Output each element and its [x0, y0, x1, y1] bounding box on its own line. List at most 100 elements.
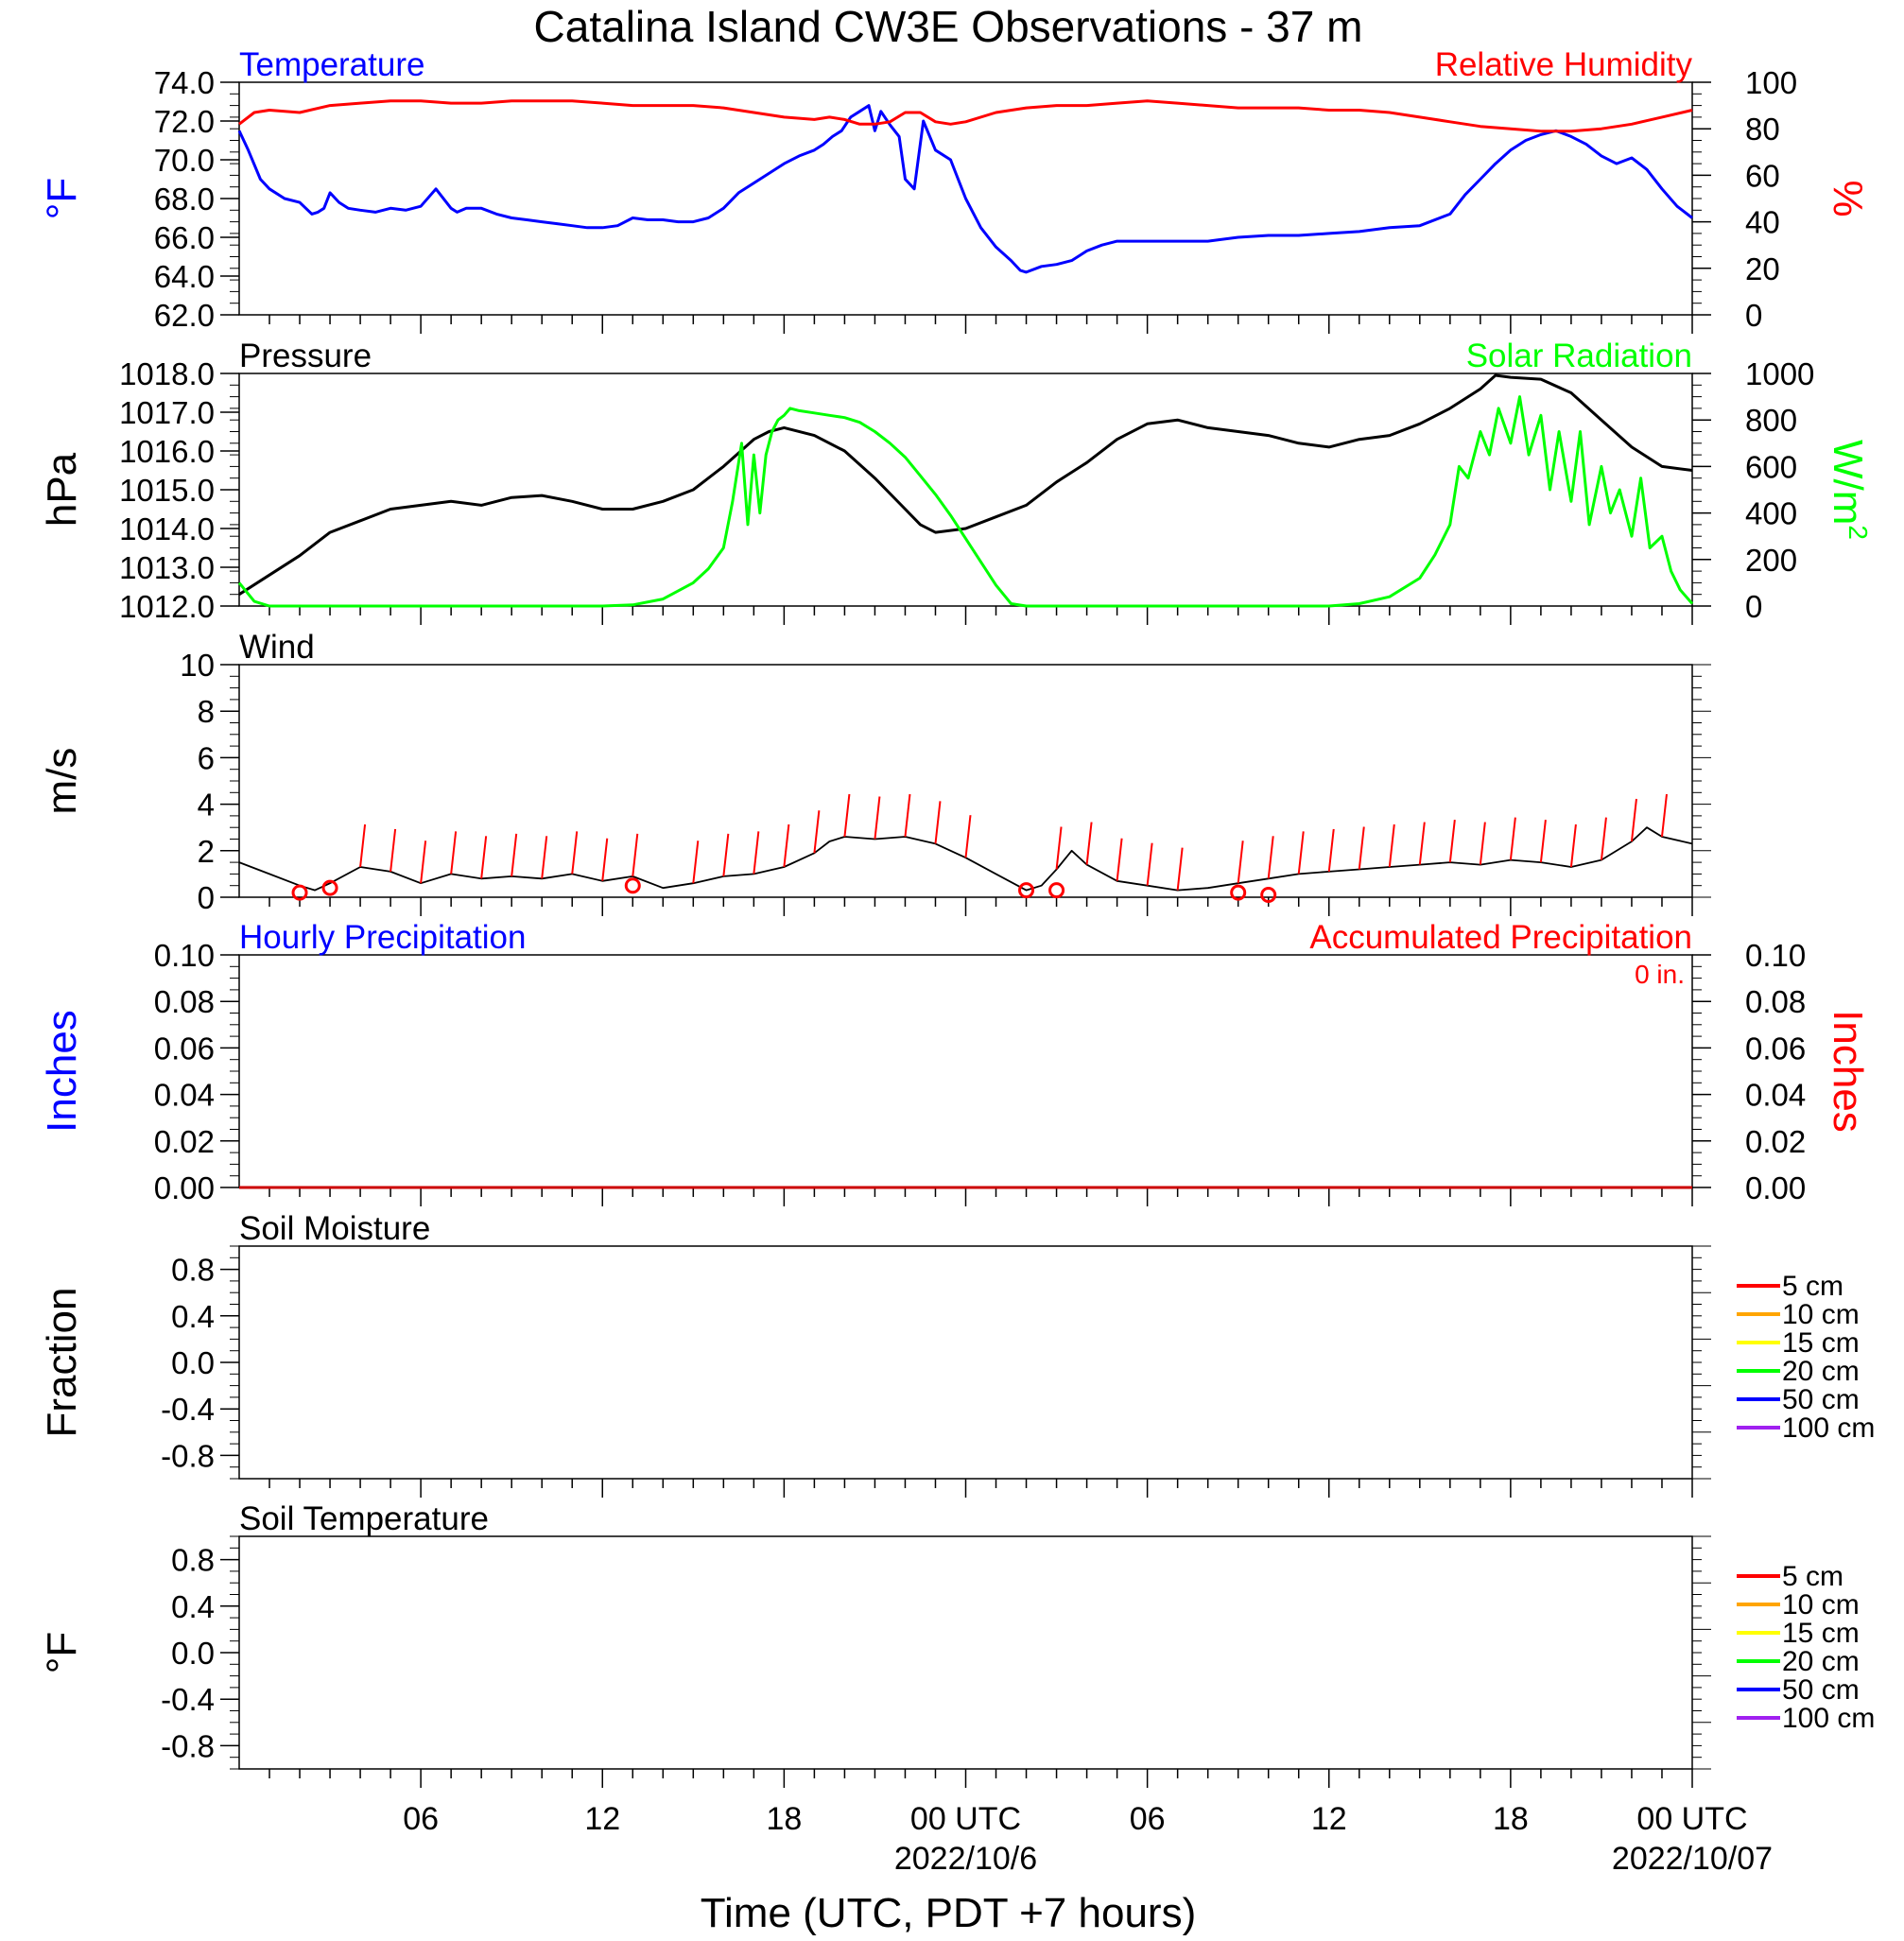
right-tick-label: 0.02	[1745, 1124, 1806, 1159]
right-tick-label: 600	[1745, 449, 1797, 484]
legend-label: 15 cm	[1782, 1618, 1860, 1649]
wind-barb	[632, 833, 639, 876]
left-tick-label: 0.8	[171, 1253, 215, 1288]
panel-5: -0.8 -0.4 0.0 0.4 0.8 Soil Moisture Fraction 5 …	[39, 1210, 1875, 1498]
legend-label: 100 cm	[1782, 1703, 1875, 1734]
left-tick-label: 1013.0	[119, 550, 215, 585]
relative-humidity-series	[238, 99, 1693, 133]
accum-total-label: 0 in.	[1635, 960, 1685, 989]
legend-item: 5 cm	[1737, 1271, 1843, 1302]
wind-barb	[1418, 822, 1426, 865]
time-axis: 06 12 18 00 UTC 2022/10/6 06 12 18 00 UTC 2022/10…	[403, 1801, 1773, 1877]
wind-barb	[450, 831, 458, 875]
time-tick-label: 00 UTC	[1636, 1801, 1747, 1837]
time-tick-label: 12	[1311, 1801, 1347, 1837]
left-tick-label: 2	[198, 834, 215, 869]
wind-barb	[783, 823, 790, 868]
left-tick-label: 0.0	[171, 1345, 215, 1380]
wind-barb	[813, 810, 821, 854]
right-axis-label: W/m2	[1825, 440, 1873, 540]
legend-item: 15 cm	[1737, 1618, 1860, 1649]
left-tick-label: -0.4	[161, 1682, 215, 1717]
wind-barb	[1267, 836, 1274, 879]
left-tick-label: -0.4	[161, 1392, 215, 1427]
pressure-series	[238, 373, 1693, 596]
plot-frame	[238, 373, 1693, 607]
wind-barb	[1448, 819, 1456, 863]
wind-barb	[1327, 828, 1335, 873]
date-label: 2022/10/07	[1612, 1841, 1773, 1877]
left-tick-label: 1015.0	[119, 473, 215, 508]
left-tick-label: 72.0	[154, 104, 215, 139]
left-tick-label: 1018.0	[119, 356, 215, 391]
wind-barb	[359, 823, 367, 868]
legend-item: 10 cm	[1737, 1299, 1860, 1330]
figure-title: Catalina Island CW3E Observations - 37 m	[534, 2, 1363, 51]
time-tick-label: 00 UTC	[910, 1801, 1021, 1837]
solar-radiation-series	[237, 395, 1694, 608]
left-tick-label: 0	[198, 880, 215, 915]
left-axis-label: °F	[39, 1632, 85, 1673]
right-tick-label: 0.06	[1745, 1031, 1806, 1066]
right-tick-label: 0	[1745, 589, 1762, 624]
wind-barb	[511, 833, 518, 876]
left-axis-label: m/s	[39, 748, 85, 815]
wind-barb	[1539, 819, 1547, 863]
legend-label: 5 cm	[1782, 1561, 1843, 1592]
wind-barb	[904, 793, 911, 838]
legend-item: 100 cm	[1737, 1703, 1875, 1734]
left-tick-label: 62.0	[154, 298, 215, 333]
calm-marker	[624, 877, 641, 894]
left-tick-label: -0.8	[161, 1438, 215, 1473]
panel-left-title: Temperature	[239, 46, 424, 83]
legend-item: 50 cm	[1737, 1674, 1860, 1706]
wind-barb	[1569, 823, 1577, 868]
left-tick-label: 6	[198, 740, 215, 775]
plot-frame	[238, 1245, 1693, 1480]
calm-marker	[321, 879, 338, 896]
plot-frame	[238, 664, 1693, 898]
wind-barb	[964, 815, 972, 858]
legend-label: 100 cm	[1782, 1412, 1875, 1444]
left-axis-label: Fraction	[39, 1288, 85, 1438]
left-tick-label: 66.0	[154, 220, 215, 255]
time-tick-label: 06	[1130, 1801, 1166, 1837]
wind-barb	[480, 836, 488, 879]
panel-right-title: Relative Humidity	[1435, 46, 1693, 83]
right-axis-label: Inches	[1825, 1010, 1871, 1133]
wind-barb	[753, 831, 760, 875]
wind-barb	[874, 796, 881, 840]
panel-left-title: Soil Moisture	[239, 1210, 430, 1247]
legend-label: 15 cm	[1782, 1327, 1860, 1359]
right-tick-label: 100	[1745, 65, 1797, 100]
legend-label: 5 cm	[1782, 1271, 1843, 1302]
panel-right-title: Solar Radiation	[1466, 338, 1692, 374]
legend-item: 15 cm	[1737, 1327, 1860, 1359]
plot-frame	[238, 954, 1693, 1188]
right-tick-label: 20	[1745, 251, 1780, 286]
legend-label: 50 cm	[1782, 1384, 1860, 1415]
panel-left-title: Hourly Precipitation	[239, 919, 526, 956]
wind-barb	[692, 841, 700, 884]
time-tick-label: 18	[766, 1801, 802, 1837]
wind-barb	[843, 793, 851, 838]
time-tick-label: 06	[403, 1801, 439, 1837]
wind-barb	[1660, 793, 1668, 838]
right-tick-label: 60	[1745, 158, 1780, 193]
legend-item: 20 cm	[1737, 1356, 1860, 1387]
panel-right-title: Accumulated Precipitation	[1309, 919, 1692, 956]
left-tick-label: 1016.0	[119, 434, 215, 469]
wind-barb	[1358, 826, 1365, 870]
legend-item: 10 cm	[1737, 1589, 1860, 1620]
date-label: 2022/10/6	[894, 1841, 1037, 1877]
wind-barb	[1509, 817, 1516, 860]
left-tick-label: 0.4	[171, 1589, 215, 1624]
wind-barb	[389, 828, 397, 873]
panel-left-title: Wind	[239, 629, 315, 666]
left-tick-label: -0.8	[161, 1728, 215, 1763]
left-tick-label: 0.02	[154, 1124, 215, 1159]
right-tick-label: 400	[1745, 496, 1797, 531]
legend-label: 10 cm	[1782, 1589, 1860, 1620]
panel-4: 0.00 0.02 0.04 0.06 0.08 0.10 0.00 0.02 0.04 0.06…	[39, 919, 1871, 1206]
